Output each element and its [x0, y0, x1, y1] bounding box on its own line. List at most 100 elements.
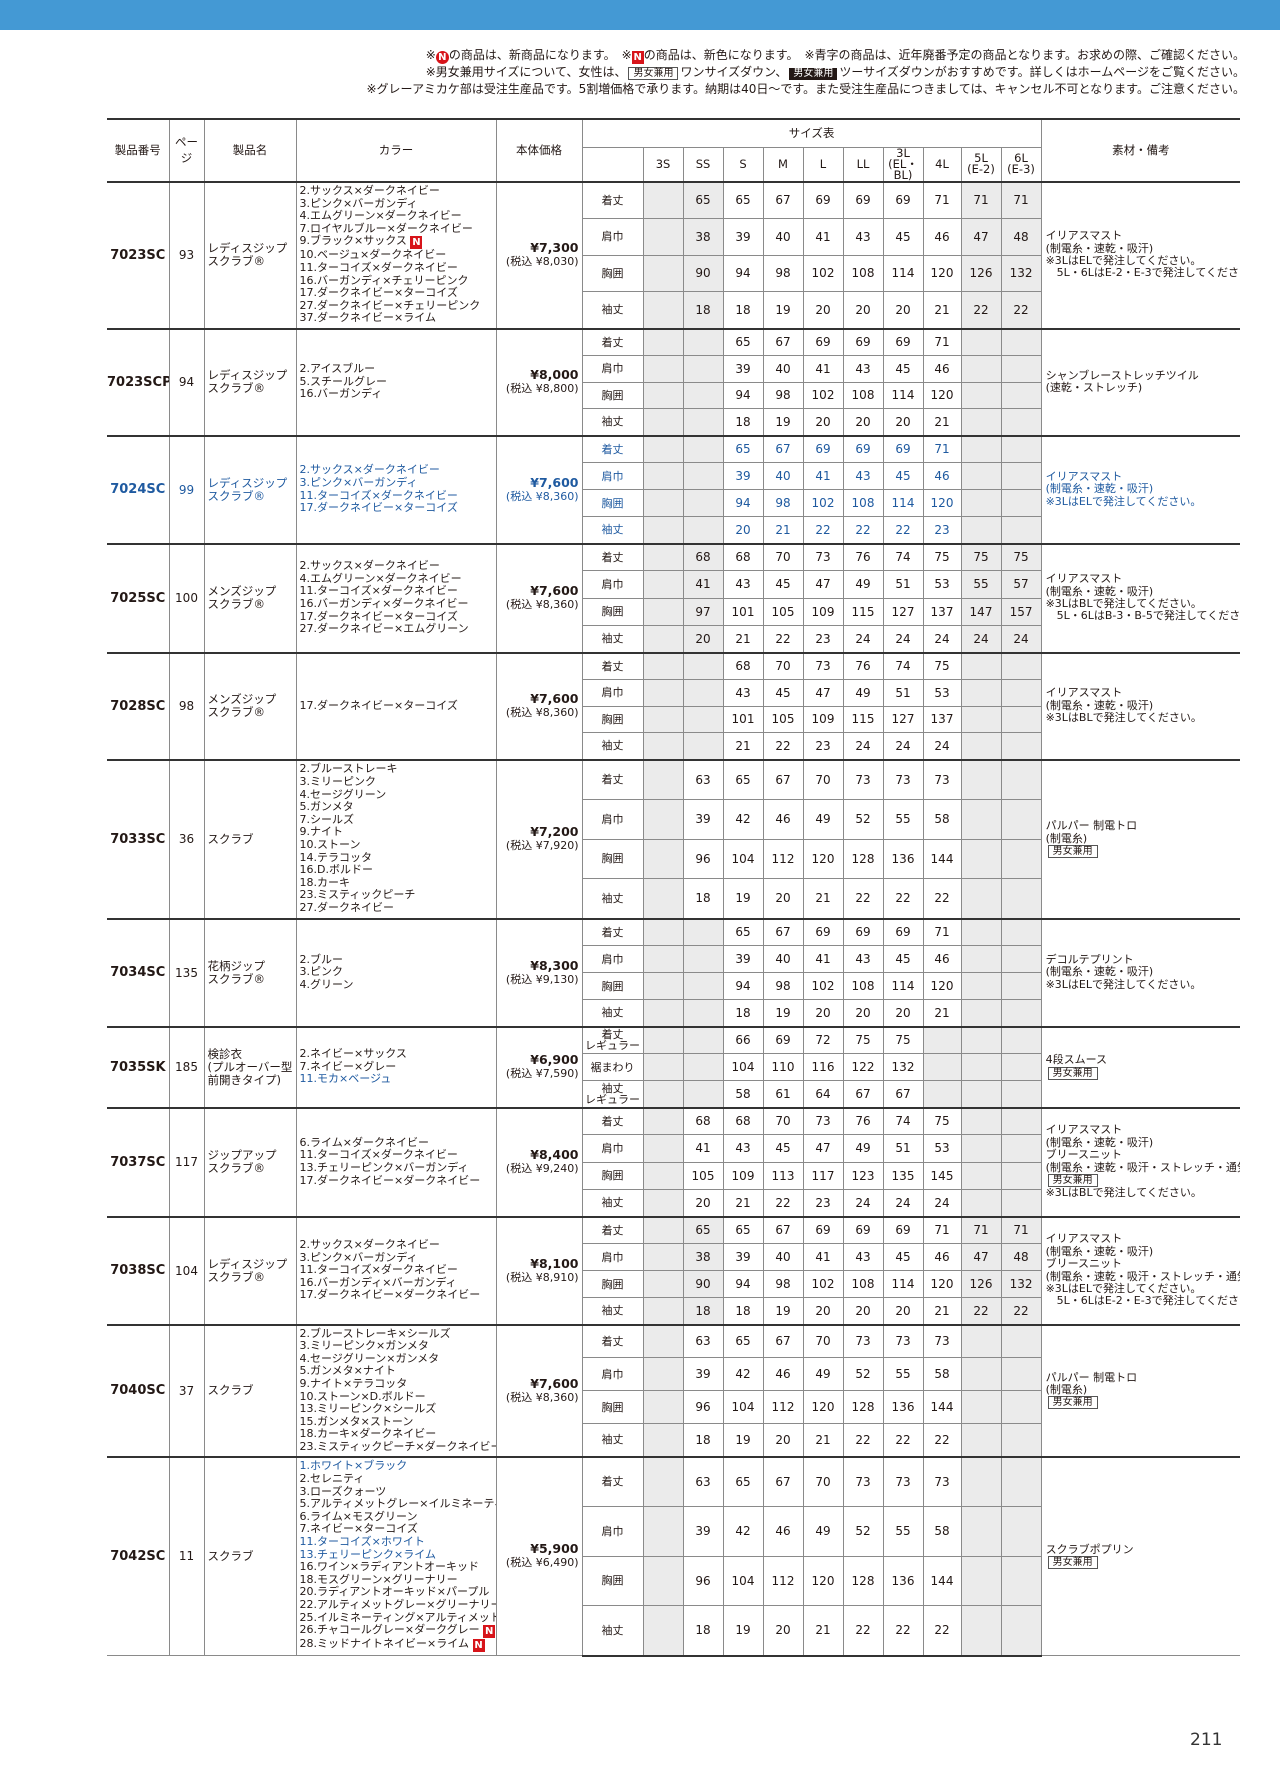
size-value: 47: [802, 1134, 844, 1163]
size-value: 94: [722, 1270, 764, 1298]
color-option: 11.ターコイズ×ダークネイビー: [300, 1149, 496, 1162]
size-value: 53: [922, 1134, 962, 1163]
page-number: 211: [1190, 1730, 1223, 1750]
size-row-label: 袖丈: [581, 408, 644, 437]
size-value: [682, 917, 724, 946]
size-value: 51: [882, 1134, 924, 1163]
color-name: 2.サックス×ダークネイビー: [299, 463, 440, 477]
size-value: 61: [762, 1080, 804, 1109]
unisex-badge: 男女兼用: [1047, 844, 1098, 858]
size-value: 55: [882, 1357, 924, 1391]
size-value: 98: [762, 972, 804, 1000]
table-row: 袖丈 18 19 20 21 22 22 22: [107, 878, 1240, 920]
size-value: 109: [802, 705, 844, 734]
size-value: [960, 1505, 1002, 1557]
size-value: 90: [682, 254, 724, 293]
color-option: 16.バーガンディ×バーガンディ: [300, 1276, 496, 1290]
color-name: 4.セージグリーン: [299, 787, 387, 801]
product-number: 7024SC: [107, 434, 170, 544]
product-name: スクラブ: [203, 1323, 297, 1457]
remark-line: 5L・6LはB-3・B-5で発注してください。: [1056, 609, 1241, 623]
product-name: レディスジップ スクラブ®: [203, 327, 297, 436]
color-name: 9.ブラック×サックス: [299, 234, 407, 248]
size-value: [960, 1323, 1002, 1358]
product-number: 7023SC: [107, 180, 170, 329]
size-value: 120: [922, 489, 962, 517]
header-size-5: LL: [842, 146, 884, 183]
size-value: 52: [842, 1505, 884, 1557]
remark-line: パルパー 制電トロ: [1045, 819, 1138, 833]
size-value: [960, 489, 1002, 517]
size-value: 137: [922, 705, 962, 734]
size-value: 24: [882, 624, 924, 654]
size-value: [960, 1161, 1002, 1190]
size-value: [642, 1215, 684, 1244]
material-remarks: イリアスマスト (制電糸・速乾・吸汗) ※3LはELで発注してください。 5L・6L…: [1040, 180, 1241, 329]
size-value: 94: [722, 381, 764, 410]
size-value: 115: [842, 597, 884, 626]
note-line-3: ※グレーアミカケ部は受注生産品です。5割増価格で承ります。納期は40日～です。ま…: [366, 81, 1246, 96]
size-value: [1000, 878, 1042, 920]
size-value: 114: [882, 489, 924, 517]
size-value: [960, 758, 1002, 800]
unisex-badge-filled: 男女兼用: [789, 68, 838, 80]
size-value: [682, 354, 724, 383]
size-value: 157: [1000, 597, 1042, 626]
size-value: 19: [762, 408, 804, 437]
size-value: 75: [922, 651, 962, 680]
product-number: 7028SC: [107, 651, 170, 760]
color-option: 5.アルティメットグレー×イルミネーティング: [300, 1497, 496, 1511]
size-value: [1000, 999, 1042, 1028]
size-value: 126: [960, 254, 1002, 293]
tax-included-price: (税込 ¥8,030): [505, 255, 579, 268]
color-option: 3.ピンク: [300, 965, 496, 979]
size-value: 122: [842, 1053, 884, 1081]
size-value: [1000, 381, 1042, 410]
size-value: 22: [842, 1423, 884, 1458]
color-option: 3.ミリーピンク: [300, 775, 496, 789]
color-list: 2.サックス×ダークネイビー 3.ピンク×バーガンディ 11.ターコイズ×ダークネイ…: [295, 1215, 497, 1325]
size-value: 45: [882, 217, 924, 256]
remark-line: スクラブポプリン: [1045, 1542, 1134, 1556]
color-option: 11.ターコイズ×ダークネイビー: [300, 1263, 496, 1277]
size-value: [960, 434, 1002, 463]
size-value: 67: [882, 1080, 924, 1109]
base-price: ¥7,300: [530, 240, 579, 255]
table-row: 7034SC 135 花柄ジップ スクラブ® 2.ブルー 3.ピンク 4.グリーン ¥8,3…: [107, 917, 1241, 1027]
size-value: 98: [762, 489, 804, 517]
color-option: 11.ターコイズ×ホワイト: [300, 1535, 496, 1549]
size-value: 128: [842, 1555, 884, 1607]
base-price: ¥8,400: [530, 1147, 579, 1162]
size-value: 46: [762, 1505, 804, 1557]
remark-line: (制電糸): [1045, 831, 1088, 845]
remark-line: ※3LはBLで発注してください。: [1045, 711, 1202, 725]
header-product-no: 製品番号: [107, 118, 170, 182]
size-value: [1000, 678, 1042, 707]
size-value: 21: [922, 408, 962, 437]
size-value: 64: [802, 1080, 844, 1109]
size-row-label: 袖丈: [581, 732, 644, 761]
size-value: [960, 1080, 1002, 1109]
size-value: [642, 1080, 684, 1109]
color-name: 2.サックス×ダークネイビー: [299, 184, 440, 198]
size-row-label: 胸囲: [581, 705, 644, 734]
size-value: [960, 1025, 1002, 1054]
size-value: 102: [802, 254, 844, 293]
color-option: 5.ガンメタ×ナイト: [300, 1365, 496, 1378]
size-value: [960, 1390, 1002, 1424]
tax-included-price: (税込 ¥6,490): [505, 1556, 579, 1570]
color-option: 13.チェリーピンク×バーガンディ: [300, 1161, 496, 1175]
price-cell: ¥7,600 (税込 ¥8,360): [495, 651, 583, 760]
size-value: 49: [802, 1505, 844, 1557]
size-value: 46: [922, 462, 962, 490]
remark-line: (制電糸・速乾・吸汗): [1045, 1244, 1154, 1258]
material-remarks: イリアスマスト (制電糸・速乾・吸汗) ブリースニット (制電糸・速乾・吸汗・ストレッ…: [1040, 1106, 1241, 1217]
product-number: 7035SK: [107, 1025, 170, 1108]
size-row-label: 袖丈: [581, 999, 644, 1028]
table-row: 7042SC 11 スクラブ 1.ホワイト×ブラック 2.セレニティ 3.ローズクォーツ 5…: [107, 1455, 1241, 1656]
color-option: 10.ストーン×D.ボルドー: [300, 1390, 496, 1404]
color-option: 3.ピンク×バーガンディ: [300, 476, 496, 490]
color-name: 10.ベージュ×ダークネイビー: [299, 248, 447, 262]
size-value: [1000, 327, 1042, 356]
material-remarks: パルパー 制電トロ (制電糸) 男女兼用: [1040, 758, 1241, 919]
